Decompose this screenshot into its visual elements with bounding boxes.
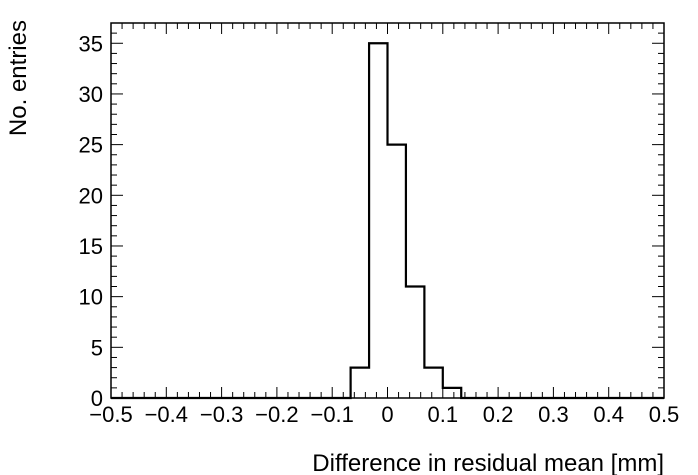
x-tick-label: 0.2: [483, 402, 514, 427]
x-tick-label: 0.5: [649, 402, 680, 427]
y-axis-title: No. entries: [5, 20, 32, 136]
histogram-bin: [351, 368, 369, 398]
histogram-bin: [406, 287, 424, 398]
histogram-bin: [424, 368, 442, 398]
histogram-bins: [351, 43, 462, 398]
x-tick-label: −0.4: [145, 402, 188, 427]
x-tick-label: 0: [381, 402, 393, 427]
x-tick-label: 0.4: [593, 402, 624, 427]
y-tick-label: 30: [79, 82, 103, 107]
x-tick-label: 0.1: [428, 402, 459, 427]
x-tick-label: −0.2: [255, 402, 298, 427]
x-tick-label: 0.3: [538, 402, 569, 427]
x-tick-label: −0.1: [310, 402, 353, 427]
x-tick-label: −0.3: [200, 402, 243, 427]
histogram-outline: [111, 42, 664, 400]
tick-labels: −0.5 −0.4 −0.3 −0.2 −0.1 0 0.1 0.2 0.3 0.4 0.5 0 5 10…: [79, 31, 680, 427]
axis-ticks: [110, 22, 665, 399]
y-tick-label: 20: [79, 183, 103, 208]
y-tick-label: 0: [91, 386, 103, 411]
histogram-bin: [369, 43, 387, 398]
y-tick-label: 35: [79, 31, 103, 56]
y-tick-label: 10: [79, 285, 103, 310]
x-tick-label: −0.5: [89, 402, 132, 427]
y-tick-label: 25: [79, 133, 103, 158]
histogram-bin: [443, 388, 461, 398]
y-tick-label: 5: [91, 335, 103, 360]
histogram-bin: [388, 145, 406, 398]
x-axis-title: Difference in residual mean [mm]: [312, 450, 664, 475]
y-tick-label: 15: [79, 234, 103, 259]
